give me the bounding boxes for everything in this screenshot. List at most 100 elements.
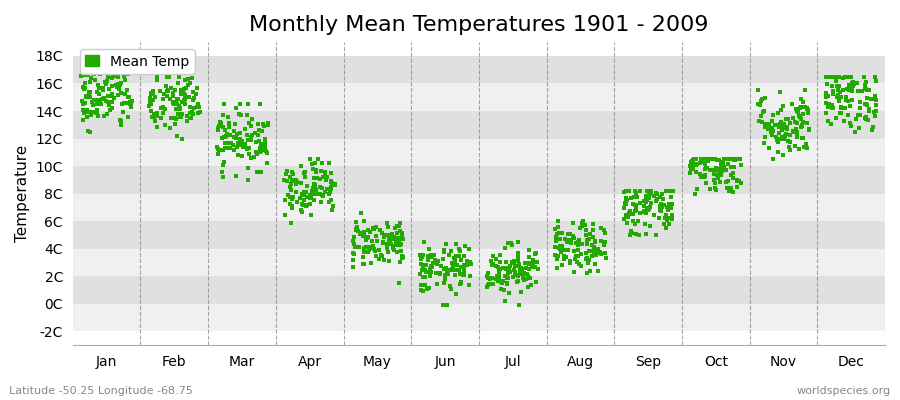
Point <box>526 260 541 266</box>
Point <box>101 74 115 80</box>
Point <box>698 166 713 172</box>
Point <box>315 160 329 166</box>
Point <box>297 197 311 204</box>
Point <box>436 256 450 262</box>
Point <box>361 249 375 256</box>
Point <box>776 134 790 140</box>
Point <box>550 255 564 262</box>
Point <box>173 104 187 111</box>
Point <box>526 264 540 270</box>
Point <box>632 232 646 238</box>
Point <box>783 132 797 138</box>
Point <box>579 250 593 257</box>
Point <box>733 156 747 162</box>
Point <box>216 146 230 153</box>
Point <box>511 250 526 256</box>
Point <box>587 249 601 255</box>
Point <box>454 264 469 270</box>
Point <box>297 169 311 176</box>
Point <box>223 145 238 152</box>
Point <box>144 90 158 96</box>
Point <box>579 227 593 233</box>
Point <box>481 281 495 288</box>
Point <box>178 76 193 83</box>
Point <box>636 208 651 214</box>
Point <box>392 222 407 229</box>
Bar <box>73 249 885 276</box>
Point <box>868 92 882 99</box>
Point <box>166 99 180 106</box>
Point <box>387 234 401 240</box>
Point <box>513 267 527 274</box>
Point <box>825 88 840 94</box>
Point <box>781 116 796 122</box>
Point <box>393 248 408 254</box>
Point <box>76 117 90 124</box>
Point <box>349 226 364 233</box>
Point <box>758 120 772 127</box>
Point <box>83 128 97 135</box>
Point <box>289 188 303 195</box>
Point <box>622 188 636 194</box>
Point <box>845 97 859 104</box>
Point <box>392 234 406 241</box>
Point <box>624 228 638 234</box>
Point <box>300 194 314 200</box>
Point <box>838 105 852 111</box>
Point <box>185 75 200 81</box>
Point <box>522 254 536 260</box>
Point <box>698 174 712 180</box>
Point <box>654 201 669 207</box>
Point <box>443 282 457 289</box>
Point <box>589 248 603 255</box>
Point <box>616 205 631 211</box>
Point <box>795 134 809 141</box>
Point <box>148 118 162 124</box>
Point <box>796 118 810 125</box>
Point <box>457 268 472 274</box>
Point <box>733 156 747 162</box>
Point <box>555 243 570 249</box>
Point <box>374 252 388 258</box>
Point <box>698 172 713 178</box>
Point <box>619 197 634 203</box>
Point <box>174 114 188 121</box>
Point <box>654 191 669 197</box>
Point <box>774 118 788 125</box>
Point <box>833 110 848 116</box>
Point <box>787 115 801 121</box>
Point <box>191 101 205 108</box>
Point <box>183 104 197 111</box>
Point <box>112 82 127 88</box>
Point <box>217 158 231 165</box>
Point <box>152 88 166 94</box>
Point <box>726 156 741 162</box>
Point <box>771 110 786 116</box>
Point <box>193 109 207 116</box>
Point <box>346 264 360 270</box>
Point <box>78 94 93 100</box>
Point <box>505 260 519 266</box>
Point <box>618 194 633 201</box>
Point <box>860 102 874 108</box>
Point <box>569 253 583 259</box>
Point <box>644 222 658 229</box>
Point <box>423 270 437 276</box>
Point <box>448 240 463 247</box>
Point <box>307 197 321 204</box>
Point <box>707 176 722 183</box>
Point <box>314 168 328 174</box>
Point <box>663 204 678 211</box>
Point <box>788 106 803 112</box>
Point <box>706 166 720 173</box>
Point <box>184 109 199 115</box>
Point <box>842 73 856 80</box>
Point <box>395 254 410 260</box>
Point <box>315 192 329 199</box>
Point <box>796 144 811 150</box>
Point <box>777 120 791 127</box>
Point <box>256 128 270 134</box>
Point <box>579 256 593 262</box>
Point <box>156 96 170 102</box>
Point <box>236 141 250 147</box>
